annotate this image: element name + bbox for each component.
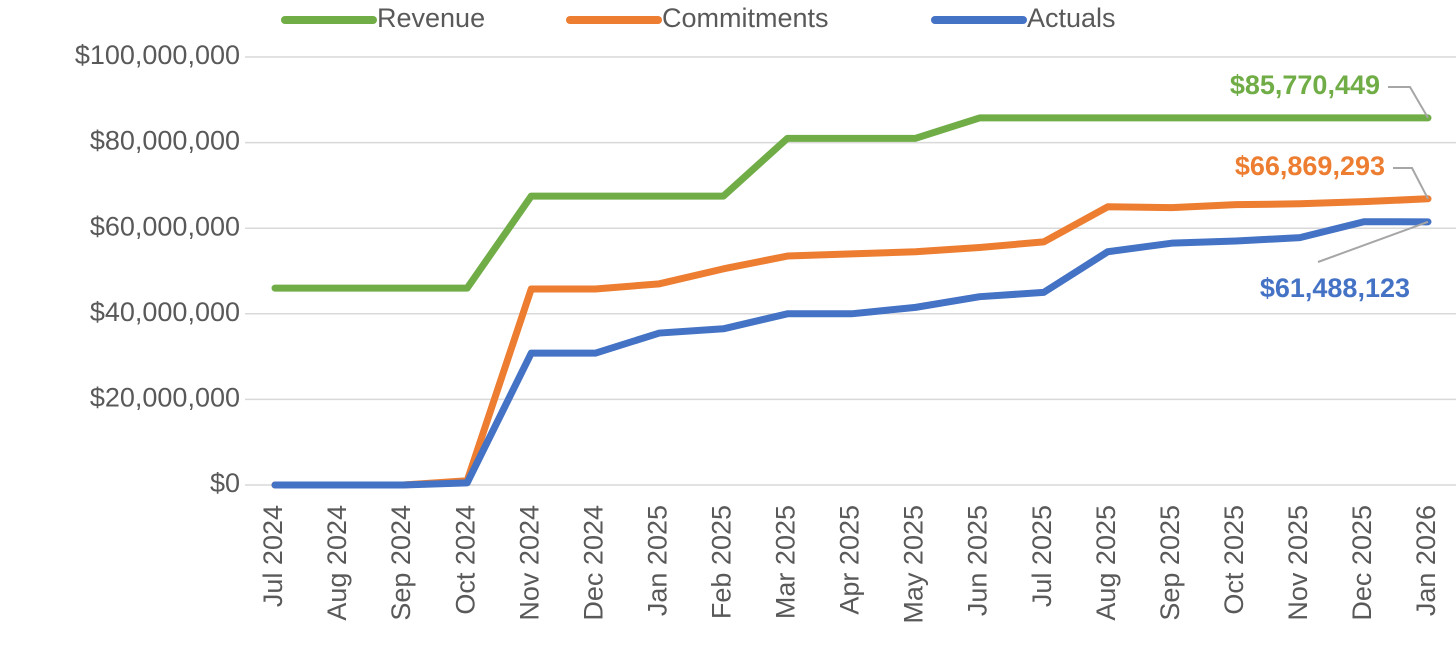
y-tick-label: $40,000,000: [90, 297, 240, 327]
x-tick-label: Dec 2024: [578, 505, 608, 621]
x-tick-label: Sep 2024: [386, 505, 416, 621]
x-tick-label: Nov 2025: [1283, 505, 1313, 621]
x-tick-label: Jan 2025: [642, 505, 672, 616]
data-label: $85,770,449: [1230, 70, 1380, 100]
y-tick-label: $60,000,000: [90, 211, 240, 241]
legend-label: Actuals: [1027, 3, 1116, 33]
x-tick-label: Jul 2024: [258, 505, 288, 607]
series-line: [271, 114, 1432, 292]
data-label: $66,869,293: [1235, 151, 1385, 181]
y-tick-label: $20,000,000: [90, 383, 240, 413]
x-tick-label: Apr 2025: [835, 505, 865, 615]
x-tick-label: Mar 2025: [771, 505, 801, 619]
x-tick-label: Sep 2025: [1155, 505, 1185, 621]
y-tick-label: $100,000,000: [75, 40, 240, 70]
x-tick-label: Oct 2024: [450, 505, 480, 615]
series-line: [271, 218, 1432, 489]
leader-line: [1388, 86, 1429, 119]
x-tick-label: Dec 2025: [1347, 505, 1377, 621]
x-tick-label: Jul 2025: [1027, 505, 1057, 607]
x-tick-label: Oct 2025: [1219, 505, 1249, 615]
x-tick-label: Aug 2025: [1091, 505, 1121, 621]
leader-line: [1393, 167, 1429, 200]
legend-label: Revenue: [377, 3, 485, 33]
x-tick-label: May 2025: [899, 505, 929, 624]
leader-line: [1317, 220, 1429, 263]
y-tick-label: $0: [210, 468, 240, 498]
y-tick-label: $80,000,000: [90, 126, 240, 156]
x-tick-label: Aug 2024: [322, 505, 352, 621]
x-tick-label: Jun 2025: [963, 505, 993, 616]
x-tick-label: Nov 2024: [514, 505, 544, 621]
data-label: $61,488,123: [1260, 273, 1410, 303]
legend-label: Commitments: [662, 3, 829, 33]
x-tick-label: Jan 2026: [1411, 505, 1441, 616]
x-tick-label: Feb 2025: [707, 505, 737, 619]
